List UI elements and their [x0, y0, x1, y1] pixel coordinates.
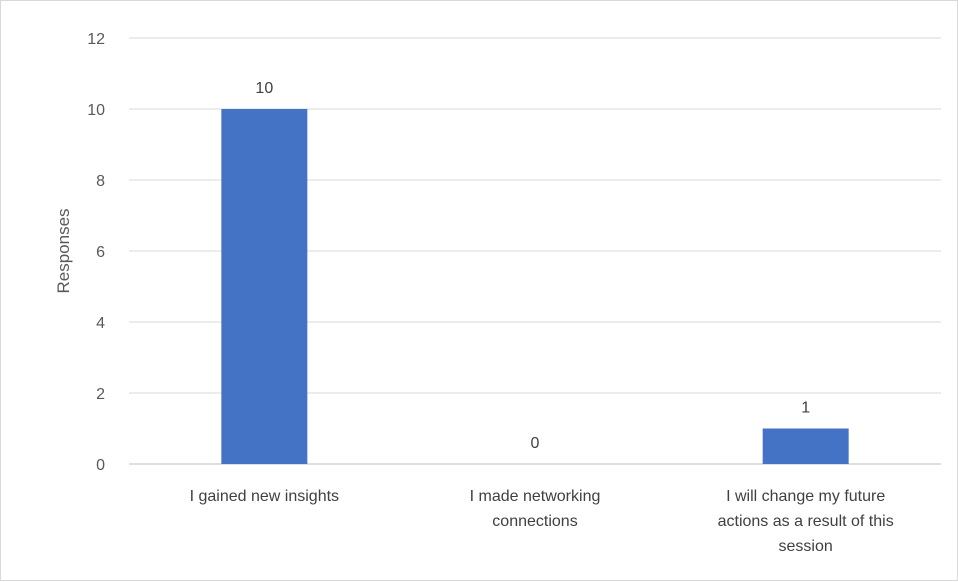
- y-tick-label: 6: [96, 244, 105, 261]
- category-label-line: I will change my future: [726, 488, 885, 505]
- category-labels: I gained new insights I made networking co…: [190, 488, 894, 555]
- data-label: 10: [255, 80, 273, 97]
- data-label: 1: [801, 400, 810, 417]
- bars: [221, 109, 849, 464]
- bar: [762, 428, 849, 464]
- y-tick-label: 10: [87, 102, 105, 119]
- category-label-line: actions as a result of this: [718, 513, 894, 530]
- category-label-line: I gained new insights: [190, 488, 339, 505]
- category-label: I gained new insights: [190, 488, 339, 505]
- category-label-line: session: [779, 538, 833, 555]
- category-label: I made networking connections: [470, 488, 601, 530]
- category-label-line: connections: [492, 513, 577, 530]
- y-axis-title: Responses: [54, 208, 73, 293]
- y-tick-label: 4: [96, 315, 105, 332]
- y-tick-label: 0: [96, 457, 105, 474]
- data-labels: 10 0 1: [255, 80, 810, 452]
- y-tick-label: 12: [87, 31, 105, 48]
- y-tick-labels: 0 2 4 6 8 10 12: [87, 31, 105, 474]
- data-label: 0: [531, 435, 540, 452]
- category-label: I will change my future actions as a resu…: [718, 488, 894, 555]
- category-label-line: I made networking: [470, 488, 601, 505]
- bar: [221, 109, 308, 464]
- y-tick-label: 8: [96, 173, 105, 190]
- y-tick-label: 2: [96, 386, 105, 403]
